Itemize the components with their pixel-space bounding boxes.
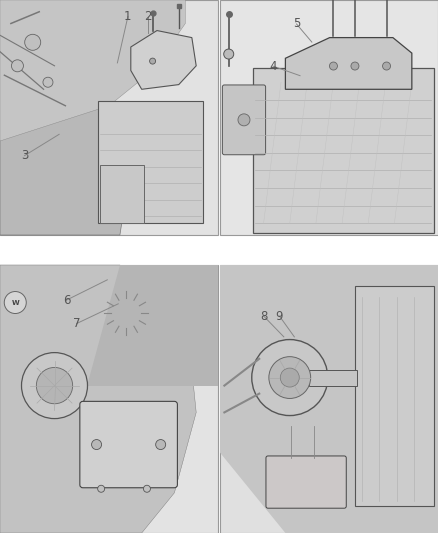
Circle shape [21,353,88,418]
Circle shape [238,114,250,126]
Circle shape [143,485,150,492]
Polygon shape [131,30,196,90]
FancyBboxPatch shape [100,165,144,223]
Circle shape [98,485,105,492]
Text: 6: 6 [63,294,71,306]
FancyBboxPatch shape [80,401,177,488]
Text: 5: 5 [293,18,300,30]
Text: W: W [11,300,19,305]
Text: 7: 7 [73,317,81,330]
Text: 2: 2 [144,10,152,23]
Bar [220,0,438,235]
Text: 1: 1 [124,10,132,23]
FancyBboxPatch shape [223,85,265,155]
FancyBboxPatch shape [309,369,357,385]
Circle shape [280,368,299,387]
Bar [0,0,218,235]
Circle shape [11,60,24,72]
Bar [0,265,218,533]
Circle shape [155,440,166,449]
Polygon shape [0,0,185,141]
FancyBboxPatch shape [253,68,434,232]
Circle shape [252,340,328,416]
Text: 8: 8 [260,310,267,322]
Polygon shape [0,47,131,235]
Circle shape [92,440,102,449]
Text: 4: 4 [269,60,277,72]
Circle shape [36,367,73,404]
Circle shape [4,292,26,313]
Circle shape [351,62,359,70]
FancyBboxPatch shape [98,101,203,223]
Circle shape [329,62,337,70]
FancyBboxPatch shape [266,456,346,508]
Polygon shape [220,265,438,533]
Circle shape [224,49,234,59]
Circle shape [269,357,311,399]
Circle shape [150,58,155,64]
Circle shape [25,34,41,50]
Circle shape [382,62,391,70]
Polygon shape [87,265,218,385]
Polygon shape [286,38,412,90]
Bar [220,265,438,533]
FancyBboxPatch shape [355,286,434,506]
Text: 9: 9 [276,310,283,322]
Polygon shape [0,265,196,533]
Text: 3: 3 [21,149,28,162]
Circle shape [43,77,53,87]
